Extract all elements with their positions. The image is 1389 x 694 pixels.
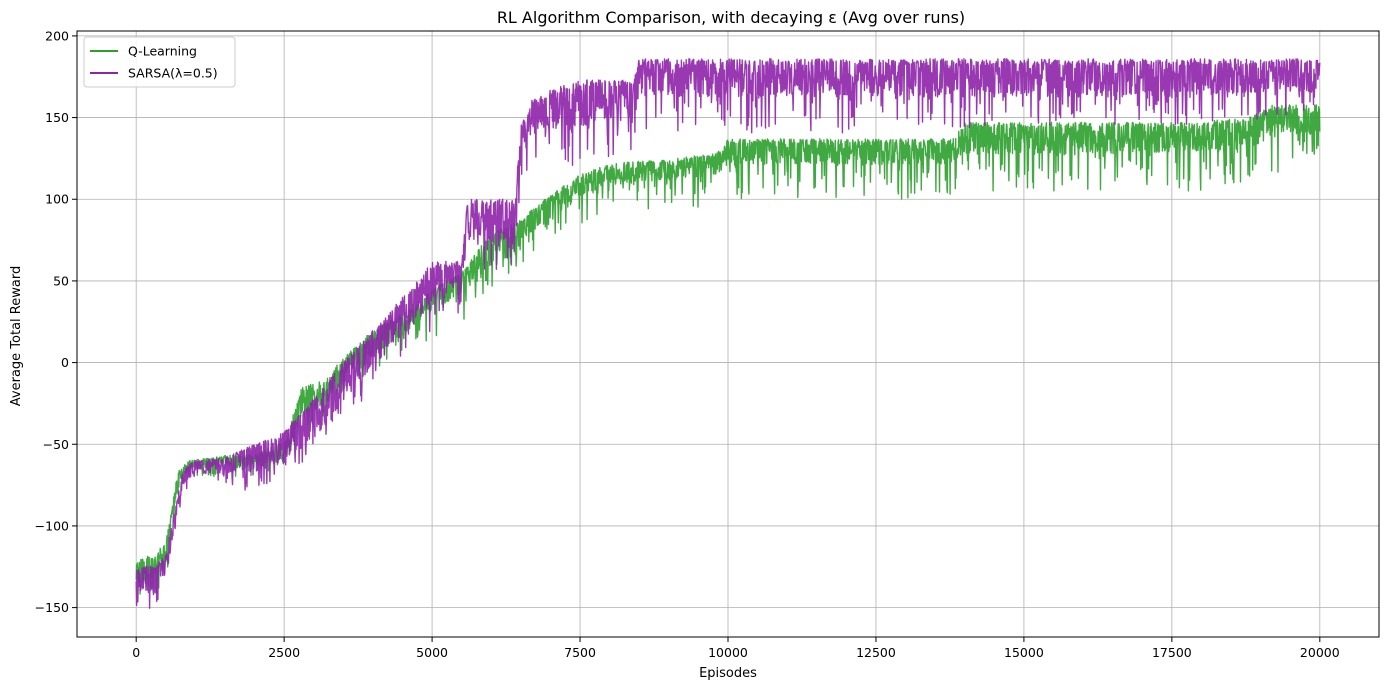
x-tick-label: 20000: [1300, 645, 1340, 660]
y-tick-label: 200: [45, 28, 69, 43]
y-tick-label: 0: [61, 355, 69, 370]
y-tick-label: −150: [35, 600, 69, 615]
y-tick-label: −50: [43, 437, 69, 452]
legend-label: SARSA(λ=0.5): [128, 66, 218, 81]
x-tick-label: 0: [132, 645, 140, 660]
axes: 0 2500 5000 7500 10000 12500 15000 17500 20000 −1…: [35, 28, 1380, 660]
legend-box: [83, 36, 236, 88]
x-tick-label: 15000: [1004, 645, 1044, 660]
legend-label: Q-Learning: [128, 44, 197, 59]
x-tick-label: 10000: [708, 645, 748, 660]
series-line-q-learning: [135, 103, 1321, 595]
y-tick-label: 100: [45, 192, 69, 207]
plot-area: [135, 58, 1321, 609]
x-tick-label: 5000: [416, 645, 448, 660]
x-tick-label: 2500: [268, 645, 300, 660]
y-axis-label: Average Total Reward: [9, 266, 24, 406]
x-tick-label: 12500: [856, 645, 896, 660]
series-line-sarsa: [135, 58, 1321, 609]
y-tick-label: −100: [35, 518, 69, 533]
x-tick-label: 17500: [1152, 645, 1192, 660]
legend: Q-Learning SARSA(λ=0.5): [83, 36, 236, 88]
x-tick-label: 7500: [564, 645, 596, 660]
x-axis-label: Episodes: [699, 666, 757, 681]
y-tick-label: 150: [45, 110, 69, 125]
chart-title: RL Algorithm Comparison, with decaying ε…: [497, 8, 965, 27]
y-tick-label: 50: [53, 273, 69, 288]
